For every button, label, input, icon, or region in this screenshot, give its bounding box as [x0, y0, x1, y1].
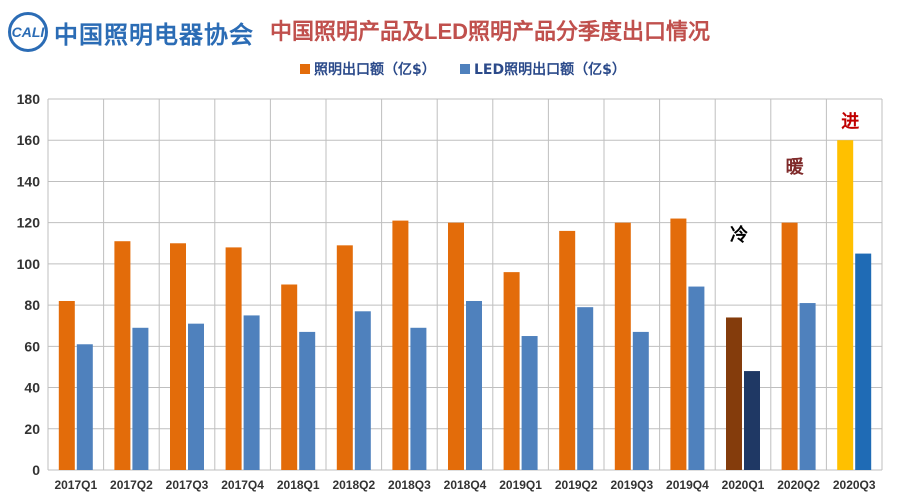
bar-lighting-2020q1: [726, 317, 742, 470]
x-tick-label: 2017Q3: [166, 478, 209, 492]
x-tick-label: 2018Q3: [388, 478, 431, 492]
bar-lighting-2018q3: [392, 220, 409, 470]
bar-led-2017q1: [76, 344, 93, 470]
bar-led-2019q1: [521, 336, 538, 470]
bar-led-2018q2: [354, 311, 371, 470]
annotation-label: 暖: [786, 156, 805, 178]
x-tick-label: 2019Q1: [499, 478, 542, 492]
bar-lighting-2019q4: [670, 218, 687, 470]
logo: CALI 中国照明电器协会: [8, 10, 254, 54]
y-tick-label: 0: [32, 462, 40, 478]
x-tick-label: 2017Q1: [54, 478, 97, 492]
y-tick-label: 180: [17, 91, 41, 107]
logo-mark: CALI: [8, 12, 48, 52]
y-tick-label: 120: [17, 215, 41, 231]
bar-lighting-2018q1: [281, 284, 298, 470]
bar-led-2017q3: [188, 323, 204, 470]
y-tick-label: 140: [17, 173, 41, 189]
bar-led-2019q3: [632, 331, 649, 470]
x-tick-label: 2019Q4: [666, 478, 709, 492]
x-tick-label: 2018Q4: [444, 478, 487, 492]
bar-led-2019q2: [577, 307, 594, 470]
y-tick-label: 40: [24, 380, 40, 396]
legend-swatch: [300, 64, 310, 74]
bar-led-2020q3: [855, 253, 872, 470]
bar-led-2018q1: [299, 331, 316, 470]
x-tick-label: 2017Q4: [221, 478, 264, 492]
annotation-label: 进: [841, 112, 859, 133]
bar-led-2020q1: [744, 371, 760, 470]
bar-lighting-2019q3: [614, 222, 631, 470]
bar-lighting-2017q3: [170, 243, 186, 470]
x-tick-label: 2019Q3: [610, 478, 653, 492]
chart-title: 中国照明产品及LED照明产品分季度出口情况: [270, 19, 711, 44]
x-tick-label: 2020Q1: [722, 478, 765, 492]
bar-lighting-2017q4: [225, 247, 242, 470]
bar-lighting-2019q1: [503, 272, 520, 470]
bar-led-2017q4: [243, 315, 260, 470]
bar-led-2018q4: [466, 300, 482, 470]
legend-label: LED照明出口额（亿$）: [474, 61, 626, 78]
bar-lighting-2019q2: [559, 230, 576, 470]
legend-swatch: [460, 64, 470, 74]
bar-led-2018q3: [410, 327, 427, 470]
bar-lighting-2020q2: [781, 222, 798, 470]
bar-lighting-2018q4: [448, 222, 464, 470]
y-tick-label: 20: [24, 421, 40, 437]
y-tick-label: 160: [17, 132, 41, 148]
x-tick-label: 2018Q1: [277, 478, 320, 492]
bar-lighting-2020q3: [837, 140, 854, 470]
bar-lighting-2017q1: [58, 300, 75, 470]
bar-lighting-2017q2: [114, 241, 131, 470]
logo-text: 中国照明电器协会: [54, 19, 254, 49]
y-tick-label: 80: [24, 297, 40, 313]
bar-led-2019q4: [688, 286, 705, 470]
y-tick-label: 60: [24, 338, 40, 354]
x-tick-label: 2019Q2: [555, 478, 598, 492]
bar-lighting-2018q2: [336, 245, 353, 470]
legend-label: 照明出口额（亿$）: [314, 61, 436, 78]
x-tick-label: 2020Q2: [777, 478, 820, 492]
bar-led-2020q2: [799, 303, 816, 470]
x-tick-label: 2020Q3: [833, 478, 876, 492]
bar-led-2017q2: [132, 327, 149, 470]
y-tick-label: 100: [17, 256, 41, 272]
annotation-label: 冷: [730, 224, 748, 246]
x-tick-label: 2017Q2: [110, 478, 153, 492]
x-tick-label: 2018Q2: [332, 478, 375, 492]
